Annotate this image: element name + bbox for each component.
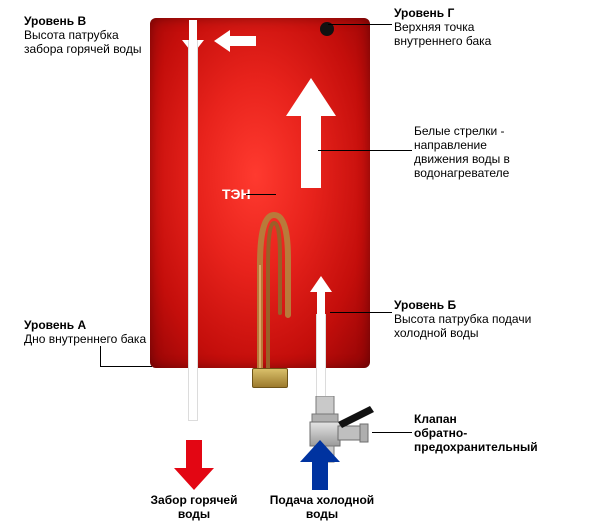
label-white-arrows-l1: Белые стрелки - bbox=[414, 124, 505, 138]
cold-water-pipe-inside bbox=[316, 314, 326, 379]
leader-level-b bbox=[330, 312, 392, 313]
label-level-v-desc: Высота патрубка забора горячей воды bbox=[24, 28, 141, 56]
leader-valve bbox=[372, 432, 412, 433]
heating-element-nut bbox=[252, 368, 288, 388]
label-hot-out: Забор горячей воды bbox=[134, 493, 254, 521]
label-hot-out-l2: воды bbox=[178, 507, 210, 521]
hot-water-pipe bbox=[188, 40, 198, 421]
leader-white-arrows bbox=[318, 150, 412, 151]
label-level-g-desc: Верхняя точка внутреннего бака bbox=[394, 20, 491, 48]
label-valve-l1: Клапан bbox=[414, 412, 457, 426]
flow-arrow-left-small bbox=[214, 30, 256, 52]
label-white-arrows: Белые стрелки - направление движения вод… bbox=[414, 124, 574, 181]
label-white-arrows-l3: движения воды в bbox=[414, 152, 510, 166]
hot-water-out-arrow bbox=[174, 440, 214, 490]
label-white-arrows-l4: водонагревателе bbox=[414, 166, 509, 180]
label-level-a: Уровень А Дно внутреннего бака bbox=[24, 318, 154, 346]
flow-arrow-up-big bbox=[286, 78, 336, 188]
leader-level-g bbox=[328, 24, 392, 25]
leader-level-a bbox=[100, 366, 152, 367]
water-heater-tank bbox=[150, 18, 370, 368]
label-level-v: Уровень В Высота патрубка забора горячей… bbox=[24, 14, 154, 56]
leader-ten bbox=[246, 194, 276, 195]
label-cold-in-l1: Подача холодной bbox=[270, 493, 374, 507]
label-valve-l2: обратно- bbox=[414, 426, 467, 440]
label-level-g: Уровень Г Верхняя точка внутреннего бака bbox=[394, 6, 544, 48]
label-level-a-title: Уровень А bbox=[24, 318, 86, 332]
label-valve-l3: предохранительный bbox=[414, 440, 538, 454]
label-valve: Клапан обратно- предохранительный bbox=[414, 412, 584, 454]
label-cold-in-l2: воды bbox=[306, 507, 338, 521]
label-level-v-title: Уровень В bbox=[24, 14, 86, 28]
flow-arrow-up-small bbox=[310, 276, 332, 316]
label-level-b-desc: Высота патрубка подачи холодной воды bbox=[394, 312, 531, 340]
label-cold-in: Подача холодной воды bbox=[262, 493, 382, 521]
label-level-b-title: Уровень Б bbox=[394, 298, 456, 312]
label-hot-out-l1: Забор горячей bbox=[151, 493, 238, 507]
label-level-g-title: Уровень Г bbox=[394, 6, 454, 20]
label-level-b: Уровень Б Высота патрубка подачи холодно… bbox=[394, 298, 564, 340]
leader-level-a-v bbox=[100, 346, 101, 366]
cold-water-in-arrow bbox=[300, 440, 340, 490]
label-white-arrows-l2: направление bbox=[414, 138, 487, 152]
label-level-a-desc: Дно внутреннего бака bbox=[24, 332, 146, 346]
